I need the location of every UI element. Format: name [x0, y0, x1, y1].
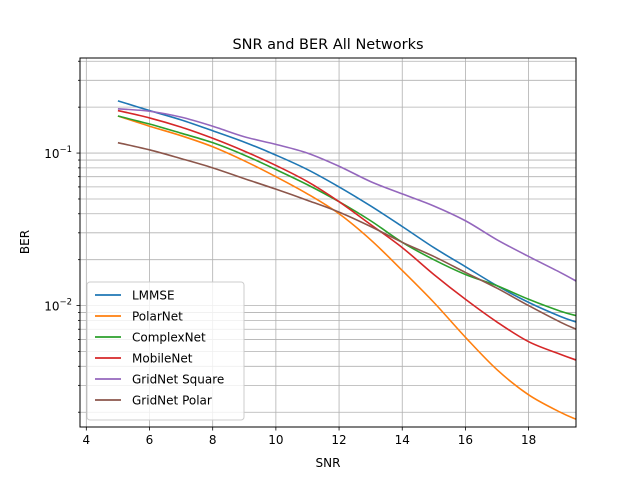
series-line-gridnet-polar [117, 141, 576, 330]
chart-title: SNR and BER All Networks [232, 37, 423, 53]
legend-label-gridnet-square: GridNet Square [132, 373, 224, 387]
x-tick-label: 12 [331, 433, 346, 447]
legend-label-complexnet: ComplexNet [132, 331, 206, 345]
y-tick-label: 10−1 [44, 145, 72, 161]
series-lines [117, 100, 576, 420]
series-line-gridnet-square [117, 108, 576, 282]
x-tick-label: 4 [82, 433, 90, 447]
legend-box [86, 281, 245, 421]
x-tick-label: 16 [458, 433, 473, 447]
x-axis-label: SNR [316, 456, 341, 470]
x-tick-label: 18 [521, 433, 536, 447]
y-tick-label: 10−2 [44, 298, 72, 314]
series-line-complexnet [117, 115, 576, 317]
plot-frame [79, 57, 577, 428]
x-tick-label: 14 [395, 433, 410, 447]
legend: LMMSE PolarNet ComplexNet MobileNet GridNet … [86, 281, 245, 421]
axis-ticks: 4 6 8 10 12 14 16 18 10−2 10−1 [44, 60, 536, 447]
series-line-mobilenet [117, 109, 576, 361]
y-axis-label: BER [18, 230, 32, 254]
legend-label-lmmse: LMMSE [132, 289, 175, 303]
legend-label-mobilenet: MobileNet [132, 352, 193, 366]
x-tick-label: 8 [209, 433, 217, 447]
series-line-polarnet [117, 115, 576, 420]
series-line-lmmse [117, 100, 576, 323]
x-tick-label: 6 [146, 433, 154, 447]
x-tick-label: 10 [268, 433, 283, 447]
legend-label-gridnet-polar: GridNet Polar [132, 394, 212, 408]
legend-label-polarnet: PolarNet [132, 310, 183, 324]
